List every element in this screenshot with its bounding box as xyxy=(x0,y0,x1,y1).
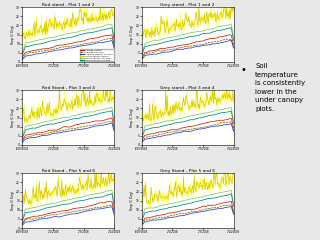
Title: Grey stand - Plot 3 and 4: Grey stand - Plot 3 and 4 xyxy=(160,86,215,90)
Y-axis label: Temp (C Deg): Temp (C Deg) xyxy=(11,24,15,45)
Title: Grey stand - Plot 1 and 2: Grey stand - Plot 1 and 2 xyxy=(160,3,215,7)
Y-axis label: Temp (C Deg): Temp (C Deg) xyxy=(130,108,134,128)
Title: Red stand - Plot 1 and 2: Red stand - Plot 1 and 2 xyxy=(42,3,95,7)
Title: Red Stand - Plot 5 and 6: Red Stand - Plot 5 and 6 xyxy=(42,169,95,173)
Text: •: • xyxy=(241,66,247,75)
Y-axis label: Temp (C Deg): Temp (C Deg) xyxy=(130,191,134,211)
Y-axis label: Temp (C Deg): Temp (C Deg) xyxy=(130,24,134,45)
Text: Soil
temperature
is consistently
lower in the
under canopy
plots.: Soil temperature is consistently lower i… xyxy=(255,63,305,112)
Title: Red Stand - Plot 3 and 4: Red Stand - Plot 3 and 4 xyxy=(42,86,95,90)
Y-axis label: Temp (C Deg): Temp (C Deg) xyxy=(11,191,15,211)
Y-axis label: Temp (C Deg): Temp (C Deg) xyxy=(11,108,15,128)
Title: Grey Stand - Plot 5 and 6: Grey Stand - Plot 5 and 6 xyxy=(160,169,215,173)
Legend: Canopy 20mm, Canopy 100 mm, Averace Canopy 5.0 mm, Alpine canopy 20mm, Alpine ca: Canopy 20mm, Canopy 100 mm, Averace Cano… xyxy=(80,49,114,61)
